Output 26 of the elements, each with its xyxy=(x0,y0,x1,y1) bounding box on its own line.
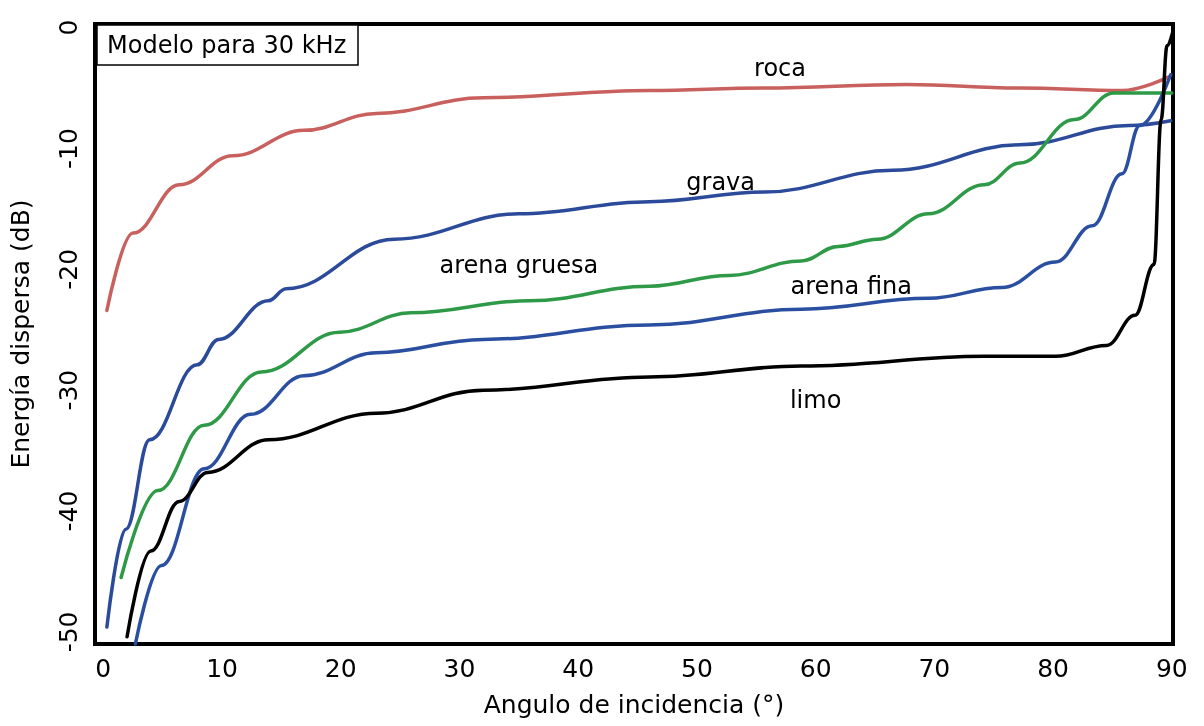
line-series xyxy=(119,91,1174,580)
x-tick-label: 80 xyxy=(1037,654,1069,683)
y-tick-label: 0 xyxy=(54,19,83,36)
series-label: arena fina xyxy=(790,272,912,301)
y-tick-label: -10 xyxy=(54,128,83,169)
x-tick-label: 50 xyxy=(681,654,713,683)
x-tick-label: 90 xyxy=(1155,654,1188,683)
x-tick-label: 70 xyxy=(918,654,951,683)
y-tick-label: -50 xyxy=(54,611,83,653)
x-tick-label: 10 xyxy=(206,654,238,683)
y-tick-label: -40 xyxy=(54,490,83,532)
x-tick-label: 60 xyxy=(799,654,832,683)
x-tick-label: 0 xyxy=(95,654,112,683)
y-tick-label: -20 xyxy=(54,248,83,290)
x-tick-label: 40 xyxy=(562,654,595,683)
y-axis-title: Energía dispersa (dB) xyxy=(6,199,35,469)
x-axis-title: Angulo de incidencia (°) xyxy=(483,690,785,719)
series-label: limo xyxy=(789,385,842,414)
x-tick-label: 20 xyxy=(324,654,357,683)
series-label: roca xyxy=(754,53,806,82)
chart-title: Modelo para 30 kHz xyxy=(107,31,347,59)
x-tick-label: 30 xyxy=(443,654,476,683)
series-label: arena gruesa xyxy=(439,250,599,279)
y-tick-label: -30 xyxy=(54,369,83,411)
line-series xyxy=(105,75,1170,313)
series-label: grava xyxy=(686,168,756,197)
